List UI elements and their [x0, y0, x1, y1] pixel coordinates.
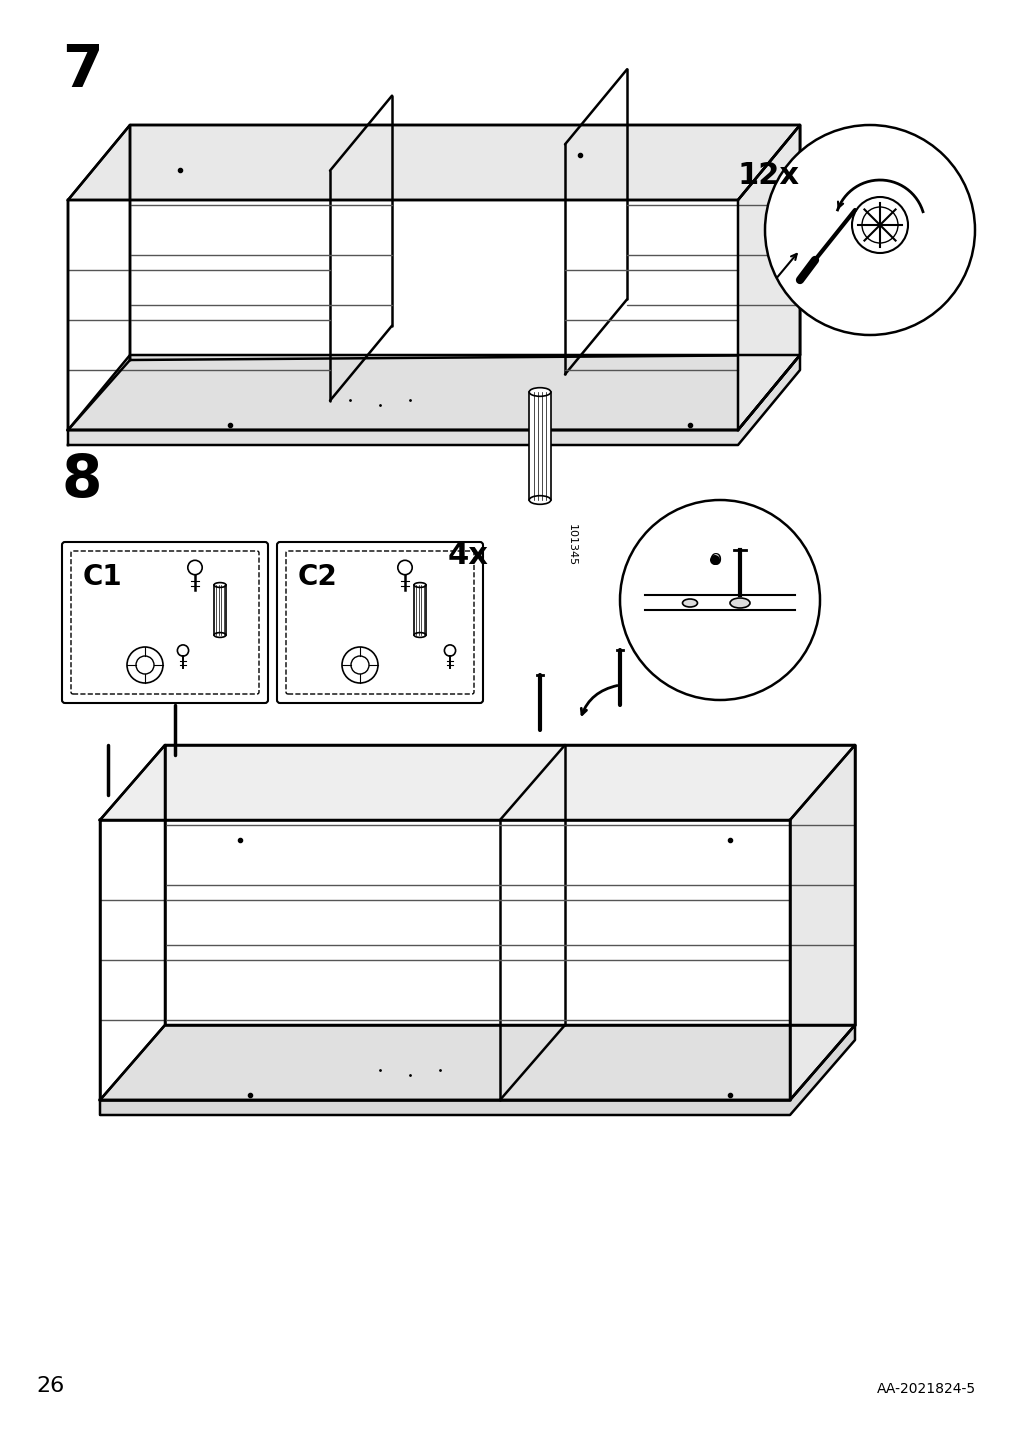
Bar [413, 586, 426, 634]
Polygon shape [790, 745, 854, 1100]
Polygon shape [68, 125, 129, 430]
Text: 26: 26 [36, 1376, 64, 1396]
Text: C2: C2 [297, 563, 338, 591]
Polygon shape [68, 355, 800, 445]
Polygon shape [100, 1025, 854, 1116]
Circle shape [710, 556, 719, 566]
Ellipse shape [413, 633, 426, 637]
Bar [529, 392, 550, 500]
Ellipse shape [413, 583, 426, 587]
Text: 7: 7 [62, 42, 102, 99]
Text: C1: C1 [83, 563, 122, 591]
Text: 101345: 101345 [566, 524, 576, 566]
Polygon shape [100, 1025, 854, 1100]
FancyBboxPatch shape [277, 541, 482, 703]
Text: AA-2021824-5: AA-2021824-5 [876, 1382, 975, 1396]
Polygon shape [68, 125, 800, 430]
Circle shape [620, 500, 819, 700]
Bar [213, 586, 225, 634]
Text: O: O [709, 553, 720, 567]
Text: 8: 8 [62, 453, 102, 508]
Polygon shape [100, 821, 790, 1100]
Ellipse shape [529, 388, 550, 397]
Polygon shape [100, 745, 854, 821]
Text: 12x: 12x [737, 160, 800, 189]
FancyBboxPatch shape [62, 541, 268, 703]
Polygon shape [68, 125, 800, 200]
Text: 4x: 4x [448, 540, 488, 570]
Polygon shape [129, 125, 800, 359]
Polygon shape [68, 355, 800, 430]
Polygon shape [165, 745, 854, 1025]
Ellipse shape [529, 495, 550, 504]
Circle shape [764, 125, 974, 335]
Ellipse shape [681, 599, 697, 607]
Polygon shape [100, 745, 165, 1100]
Ellipse shape [213, 583, 225, 587]
Polygon shape [737, 125, 800, 430]
Ellipse shape [729, 599, 749, 609]
Ellipse shape [213, 633, 225, 637]
